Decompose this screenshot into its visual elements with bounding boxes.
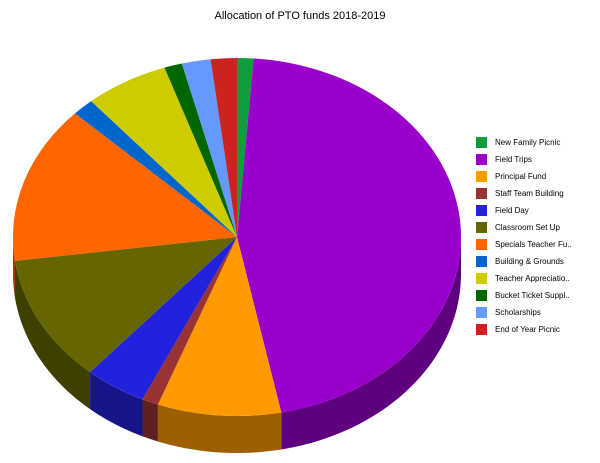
legend-label: Classroom Set Up (495, 223, 560, 232)
pie-slice-2 (157, 237, 282, 416)
pie-side-2 (157, 404, 282, 453)
legend-label: Scholarships (495, 308, 541, 317)
legend-label: Field Day (495, 206, 529, 215)
legend-swatch (476, 137, 487, 148)
pie-slice-10 (181, 59, 237, 237)
legend-swatch (476, 188, 487, 199)
legend-swatch (476, 154, 487, 165)
pie-slice-0 (237, 58, 254, 237)
pie-side-5 (15, 260, 91, 410)
pie-side-6 (13, 237, 15, 298)
pie-side-3 (142, 399, 158, 442)
legend-item: Principal Fund (476, 168, 596, 185)
pie-slice-1 (237, 58, 461, 413)
pie-slice-4 (90, 237, 237, 400)
pie-side-4 (90, 372, 143, 437)
chart-title: Allocation of PTO funds 2018-2019 (214, 10, 386, 22)
legend-swatch (476, 324, 487, 335)
pie-slice-5 (15, 237, 237, 373)
pie-slice-7 (74, 101, 238, 237)
legend-label: End of Year Picnic (495, 325, 560, 334)
pie-slice-11 (210, 58, 237, 237)
legend-swatch (476, 222, 487, 233)
legend-swatch (476, 273, 487, 284)
pie-sides (13, 237, 461, 453)
legend-label: Building & Grounds (495, 257, 564, 266)
legend-swatch (476, 256, 487, 267)
legend-swatch (476, 205, 487, 216)
legend-item: Staff Team Building (476, 185, 596, 202)
legend-swatch (476, 239, 487, 250)
legend-item: Building & Grounds (476, 253, 596, 270)
legend-label: Teacher Appreciatio.. (495, 274, 570, 283)
pie-top (12, 58, 461, 416)
legend-label: New Family Picnic (495, 138, 561, 147)
legend-item: Scholarships (476, 304, 596, 321)
legend-item: New Family Picnic (476, 134, 596, 151)
legend-label: Principal Fund (495, 172, 547, 181)
legend-item: Field Trips (476, 151, 596, 168)
legend-item: End of Year Picnic (476, 321, 596, 338)
legend-label: Specials Teacher Fu.. (495, 240, 572, 249)
legend-swatch (476, 171, 487, 182)
legend-label: Bucket Ticket Suppl.. (495, 291, 570, 300)
pie-side-1 (281, 237, 461, 450)
legend-label: Staff Team Building (495, 189, 564, 198)
legend-swatch (476, 290, 487, 301)
legend-swatch (476, 307, 487, 318)
legend-label: Field Trips (495, 155, 532, 164)
legend: New Family Picnic Field Trips Principal Fu… (476, 134, 596, 338)
pie-slice-9 (164, 63, 237, 238)
legend-item: Classroom Set Up (476, 219, 596, 236)
pie-slice-8 (91, 67, 237, 237)
legend-item: Specials Teacher Fu.. (476, 236, 596, 253)
pie-slice-3 (142, 237, 237, 405)
pie-slice-6 (12, 113, 237, 261)
legend-item: Bucket Ticket Suppl.. (476, 287, 596, 304)
legend-item: Field Day (476, 202, 596, 219)
legend-item: Teacher Appreciatio.. (476, 270, 596, 287)
